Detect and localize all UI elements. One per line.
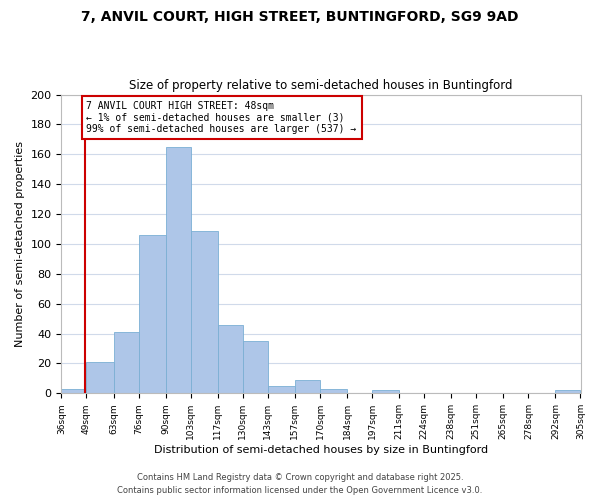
Bar bbox=[166, 147, 191, 394]
Text: 7, ANVIL COURT, HIGH STREET, BUNTINGFORD, SG9 9AD: 7, ANVIL COURT, HIGH STREET, BUNTINGFORD… bbox=[81, 10, 519, 24]
Y-axis label: Number of semi-detached properties: Number of semi-detached properties bbox=[15, 141, 25, 347]
Text: 7 ANVIL COURT HIGH STREET: 48sqm
← 1% of semi-detached houses are smaller (3)
99: 7 ANVIL COURT HIGH STREET: 48sqm ← 1% of… bbox=[86, 100, 357, 134]
Bar bbox=[320, 389, 347, 394]
X-axis label: Distribution of semi-detached houses by size in Buntingford: Distribution of semi-detached houses by … bbox=[154, 445, 488, 455]
Bar bbox=[139, 235, 166, 394]
Bar bbox=[243, 341, 268, 394]
Bar bbox=[556, 390, 580, 394]
Bar bbox=[191, 230, 218, 394]
Bar bbox=[372, 390, 399, 394]
Title: Size of property relative to semi-detached houses in Buntingford: Size of property relative to semi-detach… bbox=[129, 79, 513, 92]
Bar bbox=[61, 389, 86, 394]
Bar bbox=[86, 362, 113, 394]
Bar bbox=[113, 332, 139, 394]
Bar bbox=[218, 324, 243, 394]
Bar bbox=[268, 386, 295, 394]
Bar bbox=[295, 380, 320, 394]
Text: Contains HM Land Registry data © Crown copyright and database right 2025.
Contai: Contains HM Land Registry data © Crown c… bbox=[118, 474, 482, 495]
